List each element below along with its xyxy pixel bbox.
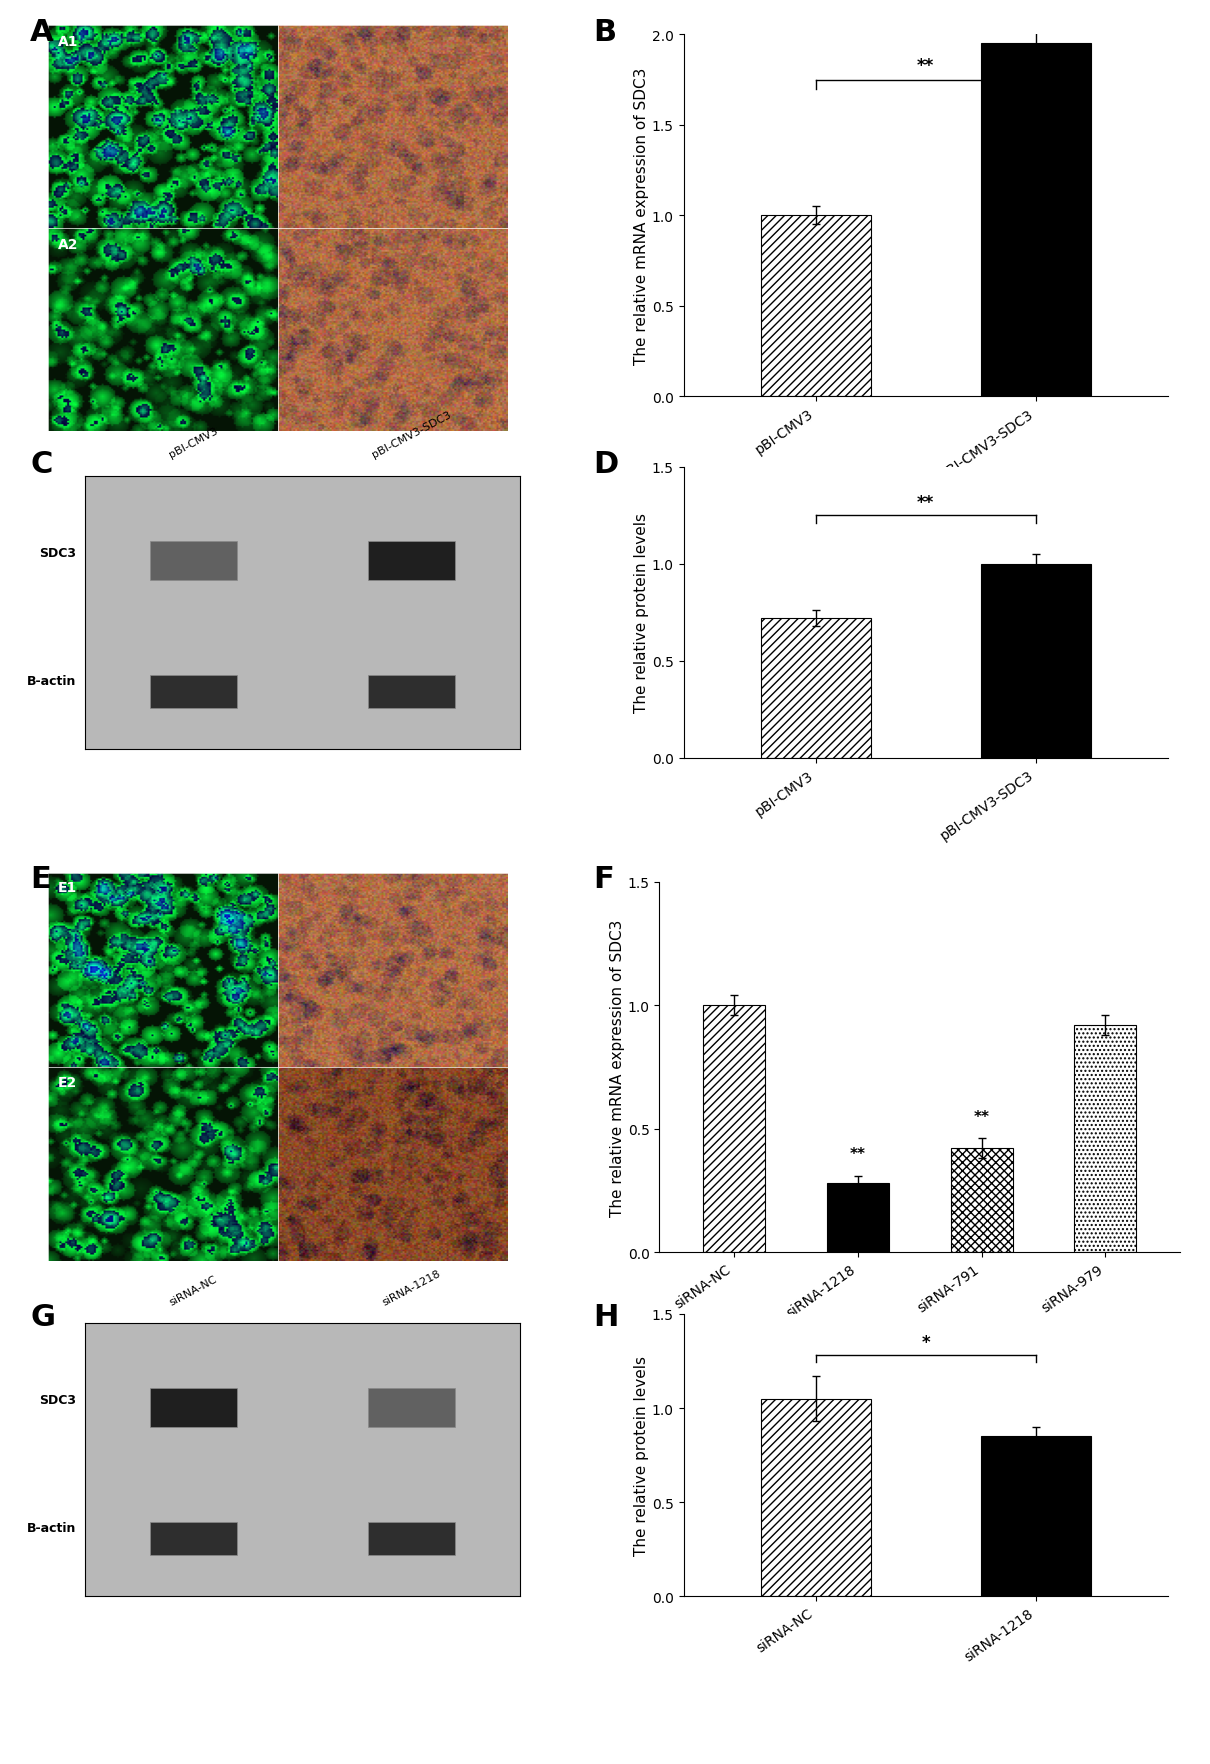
- Bar: [703, 1005, 765, 1252]
- Text: SDC3: SDC3: [39, 1394, 76, 1406]
- Bar: [150, 1522, 237, 1556]
- Text: **: **: [917, 494, 934, 512]
- Bar: [1074, 1025, 1136, 1252]
- Text: B-actin: B-actin: [27, 676, 76, 688]
- Bar: [368, 542, 455, 580]
- Text: H: H: [593, 1302, 618, 1330]
- Bar: [980, 44, 1090, 397]
- Text: E1: E1: [58, 880, 77, 894]
- Text: E2: E2: [58, 1074, 77, 1088]
- Bar: [150, 676, 237, 709]
- Bar: [980, 1436, 1090, 1596]
- Text: SDC3: SDC3: [39, 547, 76, 559]
- Text: C: C: [30, 450, 52, 478]
- Text: A2: A2: [58, 238, 79, 252]
- Bar: [951, 1148, 1013, 1252]
- Bar: [150, 1388, 237, 1427]
- Text: G: G: [30, 1302, 56, 1330]
- Bar: [761, 215, 871, 397]
- Y-axis label: The relative mRNA expression of SDC3: The relative mRNA expression of SDC3: [610, 919, 624, 1215]
- Text: B-actin: B-actin: [27, 1522, 76, 1535]
- Bar: [761, 619, 871, 759]
- Text: B: B: [593, 18, 616, 46]
- Bar: [761, 1399, 871, 1596]
- Y-axis label: The relative mRNA expression of SDC3: The relative mRNA expression of SDC3: [634, 67, 649, 365]
- Bar: [368, 1388, 455, 1427]
- Text: **: **: [974, 1110, 990, 1124]
- Bar: [826, 1184, 888, 1252]
- Bar: [150, 542, 237, 580]
- Text: A1: A1: [58, 35, 79, 49]
- Text: pBI-CMV3-SDC3: pBI-CMV3-SDC3: [370, 409, 453, 460]
- Text: siRNA-NC: siRNA-NC: [168, 1274, 219, 1307]
- Text: E: E: [30, 864, 51, 893]
- Y-axis label: The relative protein levels: The relative protein levels: [634, 1355, 649, 1556]
- Bar: [980, 564, 1090, 759]
- Y-axis label: The relative protein levels: The relative protein levels: [634, 513, 649, 713]
- Text: *: *: [921, 1334, 930, 1351]
- Text: **: **: [917, 56, 934, 76]
- Text: A: A: [30, 18, 54, 46]
- Text: siRNA-1218: siRNA-1218: [380, 1268, 443, 1307]
- Text: D: D: [593, 450, 618, 478]
- Bar: [368, 1522, 455, 1556]
- Text: **: **: [849, 1147, 865, 1161]
- Text: pBI-CMV3: pBI-CMV3: [167, 425, 220, 460]
- Bar: [368, 676, 455, 709]
- Text: F: F: [593, 864, 613, 893]
